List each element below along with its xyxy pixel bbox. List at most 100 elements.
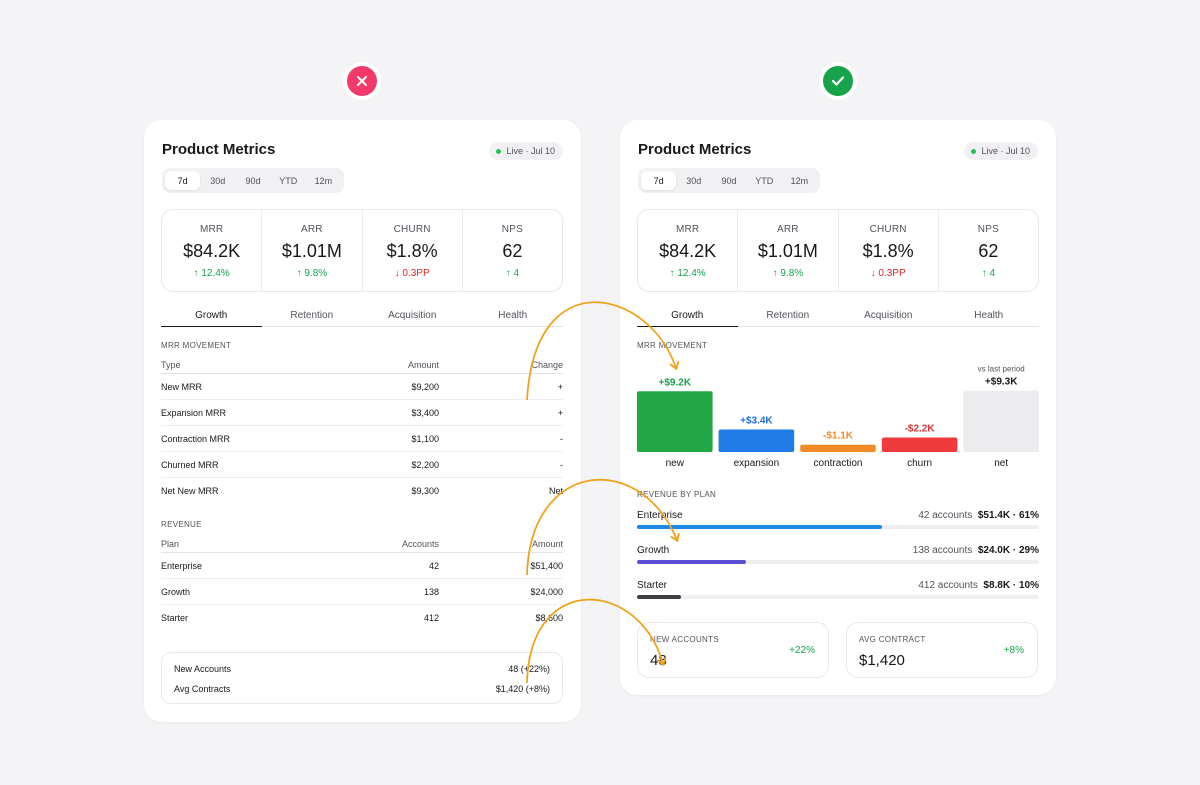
tab-acquisition[interactable]: Acquisition bbox=[388, 310, 437, 321]
summary-box: New Accounts 48 (+22%) Avg Contracts $1,… bbox=[161, 652, 563, 704]
kpi-nps: NPS 62 ↑ 4 bbox=[939, 210, 1038, 291]
kpi-label: NPS bbox=[501, 224, 523, 235]
column-header: Accounts bbox=[401, 538, 439, 549]
live-dot-icon bbox=[496, 148, 502, 154]
summary-label: New Accounts bbox=[174, 664, 232, 674]
range-ytd[interactable]: YTD bbox=[279, 175, 298, 186]
section-tabs: Growth Retention Acquisition Health bbox=[637, 307, 1039, 327]
kpi-delta: ↑ 4 bbox=[981, 268, 996, 279]
plan-bar-track bbox=[637, 525, 1039, 529]
kpi-delta: ↑ 12.4% bbox=[193, 268, 230, 279]
table-cell: Enterprise bbox=[161, 560, 203, 571]
plan-bar-fill bbox=[637, 560, 746, 564]
table-row: New MRR $9,200 + bbox=[161, 374, 563, 400]
kpi-value: $84.2K bbox=[183, 241, 241, 261]
range-90d[interactable]: 90d bbox=[721, 175, 737, 186]
mrr-movement-chart: +$9.2K new +$3.4K expansion -$1.1K contractio… bbox=[637, 365, 1039, 469]
tab-health[interactable]: Health bbox=[498, 310, 528, 321]
new-accounts-card: NEW ACCOUNTS 48 +22% bbox=[637, 622, 829, 678]
table-cell: Churned MRR bbox=[161, 459, 219, 470]
mrr-section-title: MRR MOVEMENT bbox=[637, 341, 708, 350]
tab-health[interactable]: Health bbox=[974, 310, 1004, 321]
live-status-badge: Live · Jul 10 bbox=[964, 142, 1038, 160]
table-row: Churned MRR $2,200 - bbox=[161, 452, 563, 478]
bar-value-label: +$9.2K bbox=[659, 377, 692, 388]
bar-churn bbox=[881, 437, 958, 452]
table-cell: New MRR bbox=[161, 381, 203, 392]
plan-accounts: 412 accounts bbox=[918, 580, 978, 591]
kpi-label: CHURN bbox=[393, 224, 431, 235]
range-7d[interactable]: 7d bbox=[641, 171, 677, 190]
kpi-mrr: MRR $84.2K ↑ 12.4% bbox=[638, 210, 739, 291]
bar-value-label: +$9.3K bbox=[985, 377, 1018, 388]
table-row: Expansion MRR $3,400 + bbox=[161, 400, 563, 426]
section-tabs: Growth Retention Acquisition Health bbox=[161, 307, 563, 327]
table-cell: - bbox=[560, 459, 563, 470]
kpi-delta: ↑ 12.4% bbox=[669, 268, 706, 279]
plan-name: Growth bbox=[637, 545, 670, 556]
range-30d[interactable]: 30d bbox=[210, 175, 226, 186]
left-dashboard-card: Product Metrics Live · Jul 10 7d 30d 90d… bbox=[144, 120, 581, 722]
kpi-delta: ↑ 9.8% bbox=[772, 268, 804, 279]
kpi-label: MRR bbox=[199, 224, 224, 235]
range-30d[interactable]: 30d bbox=[686, 175, 702, 186]
table-row: Starter 412 $8,600 bbox=[161, 605, 563, 631]
bar-value-label: -$1.1K bbox=[823, 431, 854, 442]
plan-row-enterprise: Enterprise 42 accounts $51.4K · 61% bbox=[637, 510, 1039, 544]
plan-name: Starter bbox=[637, 580, 668, 591]
date-range-selector: 7d 30d 90d YTD 12m bbox=[638, 168, 820, 193]
check-icon bbox=[831, 76, 845, 86]
plan-amount: $8.8K · 10% bbox=[983, 580, 1039, 591]
table-cell: $3,400 bbox=[411, 407, 439, 418]
revenue-table: Plan Accounts Amount Enterprise 42 $51,4… bbox=[161, 535, 563, 631]
good-example-badge bbox=[823, 66, 853, 96]
plan-bar-track bbox=[637, 595, 1039, 599]
table-cell: Net New MRR bbox=[161, 486, 219, 496]
plan-bar-fill bbox=[637, 595, 682, 599]
kpi-label: ARR bbox=[301, 224, 323, 235]
table-header: Plan Accounts Amount bbox=[161, 535, 563, 553]
bar-net bbox=[963, 390, 1039, 452]
kpi-value: $1.01M bbox=[281, 241, 342, 261]
column-header: Amount bbox=[407, 359, 439, 370]
column-header: Amount bbox=[531, 538, 563, 549]
avg-contract-card: AVG CONTRACT $1,420 +8% bbox=[846, 622, 1038, 678]
net-caption-label: vs last period bbox=[978, 365, 1025, 374]
bar-new bbox=[637, 391, 713, 452]
range-7d[interactable]: 7d bbox=[165, 171, 201, 190]
range-12m[interactable]: 12m bbox=[314, 175, 333, 186]
plan-meta: 412 accounts $8.8K · 10% bbox=[918, 580, 1039, 591]
table-cell: Contraction MRR bbox=[161, 433, 231, 444]
category-label: new bbox=[666, 458, 685, 469]
page-title: Product Metrics bbox=[638, 141, 752, 158]
range-12m[interactable]: 12m bbox=[790, 175, 809, 186]
kpi-label: NPS bbox=[977, 224, 999, 235]
range-90d[interactable]: 90d bbox=[245, 175, 261, 186]
live-status-label: Live · Jul 10 bbox=[981, 146, 1030, 156]
live-dot-icon bbox=[971, 148, 977, 154]
plan-row-starter: Starter 412 accounts $8.8K · 10% bbox=[637, 580, 1039, 614]
plan-bar-fill bbox=[637, 525, 883, 529]
revenue-section-title: REVENUE bbox=[161, 520, 202, 529]
kpi-arr: ARR $1.01M ↑ 9.8% bbox=[738, 210, 839, 291]
table-cell: $9,200 bbox=[411, 381, 439, 392]
tab-growth[interactable]: Growth bbox=[161, 307, 262, 327]
plan-meta: 138 accounts $24.0K · 29% bbox=[913, 545, 1039, 556]
tab-acquisition[interactable]: Acquisition bbox=[864, 310, 913, 321]
table-cell: Starter bbox=[161, 613, 189, 623]
plan-accounts: 42 accounts bbox=[918, 510, 973, 521]
mrr-table: Type Amount Change New MRR $9,200 + Expa… bbox=[161, 356, 563, 504]
mini-card-value: 48 bbox=[650, 652, 667, 669]
bad-example-badge bbox=[347, 66, 377, 96]
tab-growth[interactable]: Growth bbox=[637, 307, 738, 327]
tab-retention[interactable]: Retention bbox=[766, 310, 810, 321]
tab-retention[interactable]: Retention bbox=[290, 310, 334, 321]
category-label: net bbox=[994, 458, 1008, 469]
kpi-label: MRR bbox=[675, 224, 700, 235]
kpi-value: 62 bbox=[502, 241, 523, 261]
summary-value: 48 (+22%) bbox=[508, 664, 550, 674]
range-ytd[interactable]: YTD bbox=[755, 175, 774, 186]
bar-expansion bbox=[718, 429, 795, 452]
bar-contraction bbox=[800, 444, 876, 452]
table-row: Contraction MRR $1,100 - bbox=[161, 426, 563, 452]
